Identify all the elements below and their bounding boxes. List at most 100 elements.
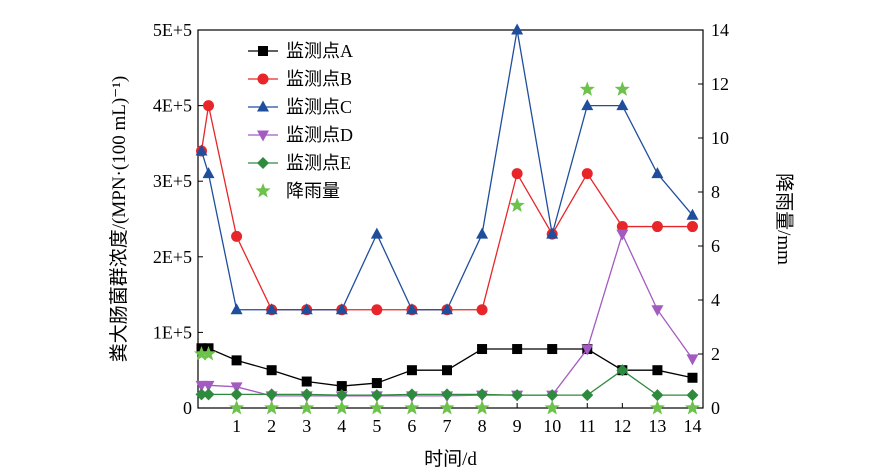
x-tick-label: 4 (337, 416, 346, 436)
data-point (335, 303, 348, 315)
x-tick-label: 7 (442, 416, 451, 436)
rain-point (439, 400, 455, 415)
rain-point (509, 197, 525, 212)
series-d (195, 229, 699, 403)
data-point (581, 344, 594, 356)
data-point (265, 303, 278, 315)
data-point (202, 388, 215, 401)
x-tick-label: 12 (613, 416, 631, 436)
rain-point (229, 400, 245, 415)
data-point (581, 168, 593, 180)
y-axis-right-label: 降雨量/mm (773, 173, 795, 265)
data-point (195, 388, 208, 401)
data-point (195, 144, 208, 156)
legend-label: 监测点A (286, 41, 353, 61)
data-point (651, 221, 663, 233)
x-tick-label: 9 (513, 416, 522, 436)
series-layer (193, 23, 701, 415)
legend-marker (257, 73, 269, 85)
legend-item: 监测点A (248, 41, 353, 61)
series-b (196, 100, 698, 316)
data-point (616, 99, 629, 111)
data-point (616, 229, 629, 241)
data-point (476, 227, 489, 239)
plot-frame (197, 29, 704, 409)
data-point (581, 99, 594, 111)
legend-item: 监测点C (248, 97, 352, 117)
data-point (202, 380, 215, 392)
data-point (301, 376, 312, 387)
data-point (477, 344, 488, 355)
data-point (440, 303, 453, 315)
x-tick-label: 14 (683, 416, 701, 436)
data-point (686, 389, 699, 402)
data-point (581, 389, 594, 402)
x-tick-label: 8 (478, 416, 487, 436)
data-point (616, 221, 628, 233)
legend-label: 监测点B (286, 69, 352, 89)
data-point (231, 230, 243, 242)
y-right-tick-label: 14 (711, 20, 729, 40)
series-e (195, 364, 699, 402)
rain-point (299, 400, 315, 415)
x-tick-label: 10 (543, 416, 561, 436)
data-point (370, 389, 383, 402)
y-right-tick-label: 12 (711, 74, 729, 94)
data-point (405, 388, 418, 401)
data-point (511, 168, 523, 180)
data-point (202, 167, 215, 179)
legend-marker (258, 46, 268, 56)
data-point (686, 208, 699, 220)
data-point (300, 303, 313, 315)
data-point (265, 388, 278, 401)
legend-label: 监测点D (286, 125, 353, 145)
y-right-tick-label: 10 (711, 128, 729, 148)
data-point (230, 388, 243, 401)
series-line (200, 105, 693, 311)
series-c (195, 23, 699, 315)
series-rain (193, 81, 701, 415)
data-point (405, 303, 418, 315)
y-right-tick-label: 8 (711, 182, 720, 202)
data-point (335, 389, 348, 402)
legend-item: 监测点D (248, 125, 353, 145)
data-point (546, 389, 559, 402)
rain-point (649, 400, 665, 415)
data-point (230, 303, 243, 315)
y-left-tick-label: 2E+5 (153, 247, 192, 267)
y-left-tick-label: 1E+5 (153, 322, 192, 342)
series-line (201, 369, 693, 396)
x-tick-label: 5 (372, 416, 381, 436)
y-left-tick-label: 3E+5 (153, 171, 192, 191)
x-tick-label: 2 (267, 416, 276, 436)
data-point (616, 364, 629, 377)
data-point (371, 378, 382, 389)
legend: 监测点A 监测点B 监测点C 监测点D 监测点E 降雨量 (248, 41, 353, 201)
y-right-tick-label: 4 (711, 290, 720, 310)
rain-point (200, 346, 217, 361)
data-point (547, 344, 558, 355)
series-line (201, 232, 694, 397)
data-point (687, 372, 698, 383)
y-left-tick-label: 0 (183, 398, 192, 418)
y-left-tick-label: 4E+5 (153, 96, 192, 116)
legend-item: 监测点B (248, 69, 352, 89)
rain-point (334, 400, 350, 415)
data-point (203, 100, 215, 112)
axis-ticks: 1 2 3 4 5 6 7 8 9 10 11 12 13 1401E+52E+53E+54E+55E+5… (153, 20, 729, 436)
data-point (231, 355, 242, 366)
data-point (371, 304, 383, 316)
data-point (300, 388, 313, 401)
rain-point (264, 400, 280, 415)
legend-marker (257, 130, 269, 142)
legend-marker (257, 157, 269, 169)
data-point (266, 365, 277, 376)
data-point (406, 365, 417, 376)
y-right-tick-label: 2 (711, 344, 720, 364)
data-point (511, 389, 524, 402)
data-point (651, 167, 664, 179)
rain-point (684, 400, 701, 415)
y-right-tick-label: 6 (711, 236, 720, 256)
data-point (230, 382, 243, 394)
